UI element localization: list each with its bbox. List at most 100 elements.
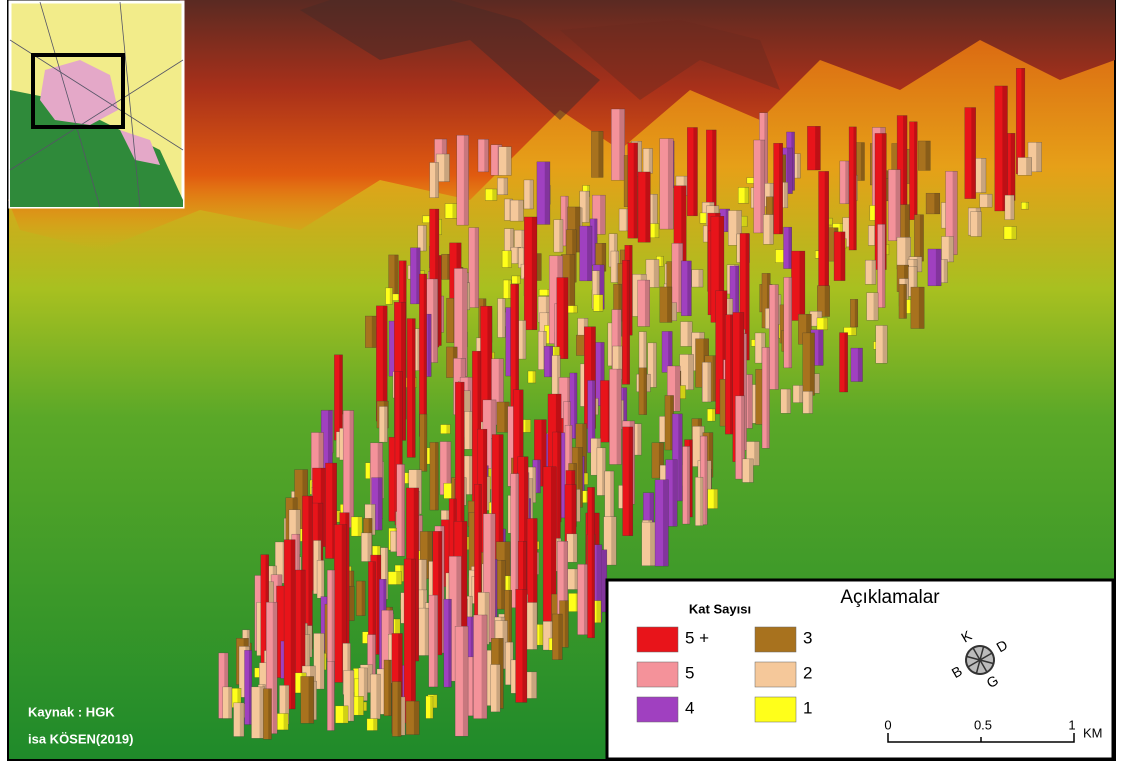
building-side [806,314,812,345]
building-side [619,336,625,348]
building-side [741,395,745,480]
building [638,367,647,415]
building-side [569,254,575,309]
building [468,227,479,308]
building-side [484,139,489,172]
legend-subtitle: Kat Sayısı [689,601,751,616]
building-side [796,153,801,179]
building [417,225,427,252]
building-side [478,484,482,623]
building-side [799,251,805,321]
building-side [611,516,617,566]
building-side [574,372,578,439]
building-side [575,206,581,253]
inset-roads [9,1,184,208]
building-side [672,459,678,527]
building [326,661,335,731]
building-side [313,681,317,720]
building-side [766,273,771,328]
building [361,532,372,562]
building-side [637,423,642,456]
building [343,670,355,722]
building-side [394,254,399,297]
building-side [532,467,536,503]
building-side [626,260,630,385]
ridge [300,0,600,120]
building-side [708,432,713,478]
building-side [321,560,325,599]
building-side [399,371,403,525]
building [769,284,779,390]
building-side [556,355,561,397]
building [707,488,718,509]
building-side [558,614,563,660]
building-side [481,614,488,719]
building-side [681,185,687,290]
building-side [341,524,347,683]
building-side [594,218,598,266]
building [383,659,392,717]
building [783,277,793,369]
building-side [508,280,512,299]
legend: Açıklamalar Kat Sayısı K D G B 0 0.5 1 K… [605,578,1115,761]
building-side [308,495,313,650]
building-side [600,195,606,235]
building-side [498,358,504,425]
building-side [725,208,730,232]
building-side [925,140,931,171]
building-side [882,224,886,308]
building-side [689,439,693,517]
building-side [331,661,335,731]
building-side [423,589,427,612]
building [888,169,901,241]
building-side [678,413,683,501]
building [875,325,888,364]
building-side [596,270,600,310]
building [659,286,673,323]
building [511,275,521,284]
building-side [628,426,633,536]
building [833,231,846,281]
building-side [904,265,909,292]
building-side [268,688,272,740]
building-side [728,298,733,329]
building-side [563,277,569,359]
building [485,188,498,201]
building-side [652,342,657,388]
building-side [376,555,381,655]
building-side [533,518,538,630]
building [659,138,674,230]
building-side [487,476,491,511]
building-side [599,294,603,312]
building-side [818,329,824,366]
building-side [686,446,690,525]
compass-lines [966,646,994,674]
building [994,85,1008,212]
building [609,368,622,465]
building-side [735,265,739,315]
building-side [952,171,958,255]
building [1004,194,1015,220]
building-side [422,225,427,251]
building [283,539,296,710]
building-side [462,626,469,737]
building-side [754,441,760,466]
building-side [1036,142,1042,172]
building-side [660,256,664,267]
building-side [854,299,858,328]
building-side [637,141,642,177]
building-side [412,318,416,458]
building-side [766,347,770,449]
building-side [435,442,439,511]
building-side [916,256,922,272]
building [371,477,383,531]
building [366,718,378,731]
building-side [851,327,857,336]
building-side [376,674,381,719]
building-side [577,447,583,508]
building-side [456,556,462,682]
building [865,259,877,285]
building-side [663,479,669,567]
building [406,318,416,458]
